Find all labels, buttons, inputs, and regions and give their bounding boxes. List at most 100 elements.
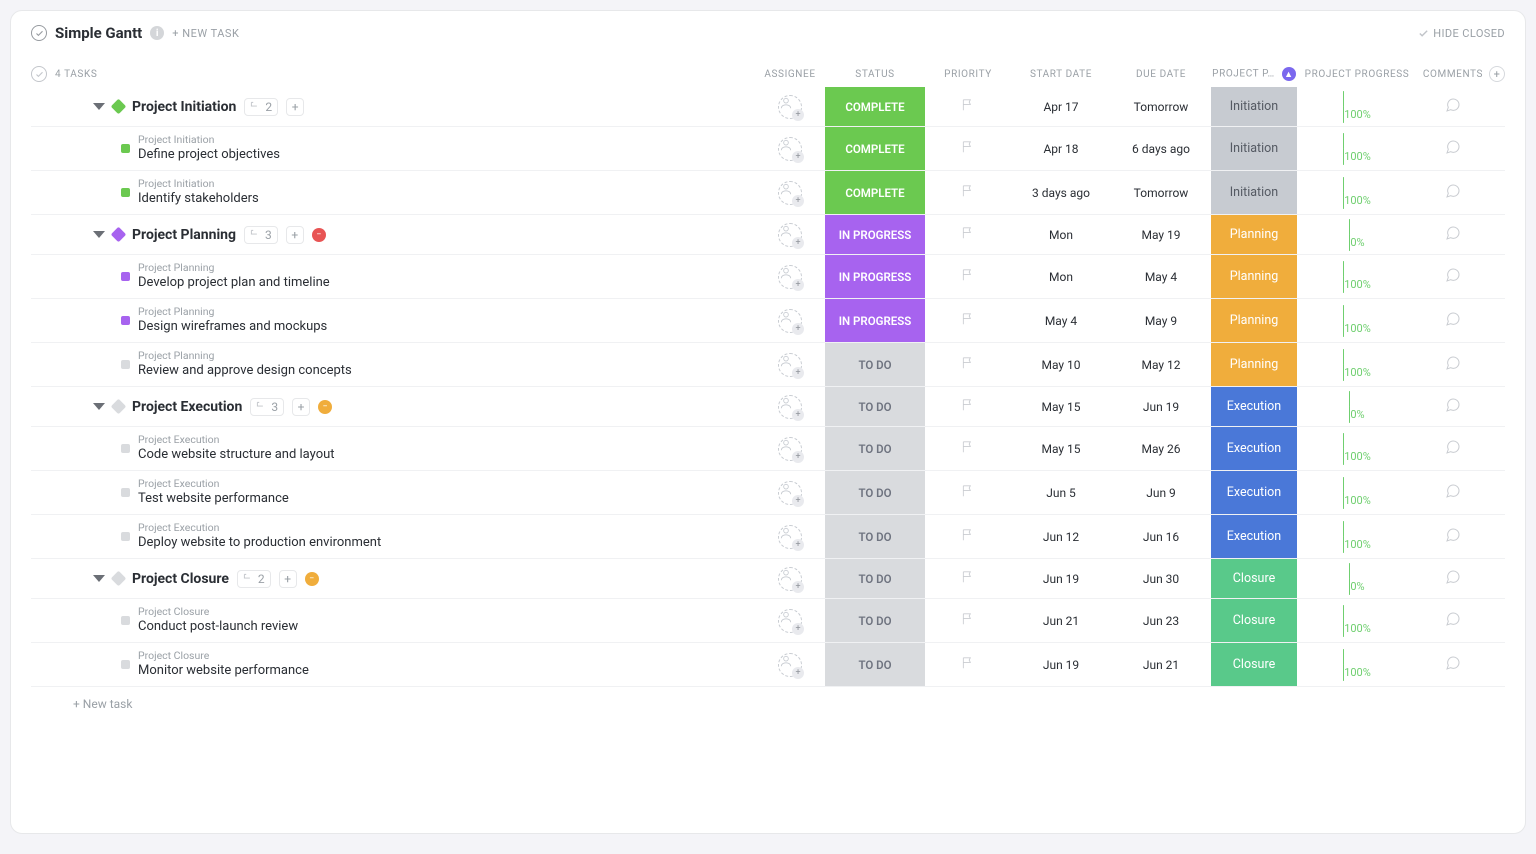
progress-bar[interactable]: 100% bbox=[1343, 92, 1371, 122]
phase-cell[interactable]: Planning bbox=[1211, 299, 1297, 342]
phase-cell[interactable]: Initiation bbox=[1211, 171, 1297, 214]
priority-flag-icon[interactable] bbox=[961, 440, 975, 458]
start-date[interactable]: Jun 19 bbox=[1011, 643, 1111, 686]
priority-flag-icon[interactable] bbox=[961, 528, 975, 546]
progress-bar[interactable]: 100% bbox=[1343, 650, 1371, 680]
status-cell[interactable]: TO DO bbox=[825, 387, 925, 426]
comments-icon[interactable] bbox=[1445, 527, 1461, 547]
comments-icon[interactable] bbox=[1445, 655, 1461, 675]
status-cell[interactable]: TO DO bbox=[825, 427, 925, 470]
priority-flag-icon[interactable] bbox=[961, 612, 975, 630]
chevron-down-icon[interactable] bbox=[93, 403, 105, 410]
status-cell[interactable]: COMPLETE bbox=[825, 171, 925, 214]
priority-flag-icon[interactable] bbox=[961, 356, 975, 374]
due-date[interactable]: May 4 bbox=[1111, 255, 1211, 298]
priority-flag-icon[interactable] bbox=[961, 312, 975, 330]
comments-icon[interactable] bbox=[1445, 439, 1461, 459]
add-subtask-button[interactable]: + bbox=[279, 570, 297, 588]
comments-icon[interactable] bbox=[1445, 611, 1461, 631]
task-row[interactable]: Project Closure Conduct post-launch revi… bbox=[31, 599, 1505, 643]
status-cell[interactable]: TO DO bbox=[825, 559, 925, 598]
col-due-date[interactable]: DUE DATE bbox=[1111, 69, 1211, 80]
group-row[interactable]: Project Planning 3 + − + IN PROGRESS Mon… bbox=[31, 215, 1505, 255]
due-date[interactable]: May 9 bbox=[1111, 299, 1211, 342]
task-row[interactable]: Project Planning Design wireframes and m… bbox=[31, 299, 1505, 343]
phase-cell[interactable]: Planning bbox=[1211, 215, 1297, 254]
phase-cell[interactable]: Closure bbox=[1211, 599, 1297, 642]
assignee-avatar[interactable]: + bbox=[778, 395, 802, 419]
due-date[interactable]: May 19 bbox=[1111, 215, 1211, 254]
subtask-count[interactable]: 2 bbox=[237, 570, 271, 588]
status-cell[interactable]: IN PROGRESS bbox=[825, 255, 925, 298]
status-cell[interactable]: TO DO bbox=[825, 471, 925, 514]
subtask-count[interactable]: 3 bbox=[244, 226, 278, 244]
start-date[interactable]: May 15 bbox=[1011, 387, 1111, 426]
assignee-avatar[interactable]: + bbox=[778, 609, 802, 633]
start-date[interactable]: Jun 19 bbox=[1011, 559, 1111, 598]
phase-column-sort-icon[interactable]: ▲ bbox=[1282, 67, 1296, 81]
due-date[interactable]: Jun 19 bbox=[1111, 387, 1211, 426]
assignee-avatar[interactable]: + bbox=[778, 525, 802, 549]
col-progress[interactable]: PROJECT PROGRESS bbox=[1297, 69, 1417, 80]
status-cell[interactable]: TO DO bbox=[825, 599, 925, 642]
new-task-button-bottom[interactable]: + New task bbox=[31, 687, 1505, 711]
phase-cell[interactable]: Execution bbox=[1211, 471, 1297, 514]
subtask-count[interactable]: 3 bbox=[250, 398, 284, 416]
due-date[interactable]: Tomorrow bbox=[1111, 171, 1211, 214]
start-date[interactable]: Apr 17 bbox=[1011, 87, 1111, 126]
progress-bar[interactable]: 100% bbox=[1343, 134, 1371, 164]
priority-flag-icon[interactable] bbox=[961, 570, 975, 588]
phase-cell[interactable]: Initiation bbox=[1211, 87, 1297, 126]
comments-icon[interactable] bbox=[1445, 139, 1461, 159]
group-row[interactable]: Project Initiation 2 + + COMPLETE Apr 17… bbox=[31, 87, 1505, 127]
assignee-avatar[interactable]: + bbox=[778, 567, 802, 591]
start-date[interactable]: May 4 bbox=[1011, 299, 1111, 342]
due-date[interactable]: May 26 bbox=[1111, 427, 1211, 470]
hide-closed-toggle[interactable]: HIDE CLOSED bbox=[1418, 27, 1505, 40]
assignee-avatar[interactable]: + bbox=[778, 95, 802, 119]
progress-bar[interactable]: 100% bbox=[1343, 306, 1371, 336]
due-date[interactable]: 6 days ago bbox=[1111, 127, 1211, 170]
group-badge-icon[interactable]: − bbox=[318, 400, 332, 414]
task-row[interactable]: Project Execution Deploy website to prod… bbox=[31, 515, 1505, 559]
phase-cell[interactable]: Execution bbox=[1211, 515, 1297, 558]
task-row[interactable]: Project Planning Review and approve desi… bbox=[31, 343, 1505, 387]
start-date[interactable]: Apr 18 bbox=[1011, 127, 1111, 170]
start-date[interactable]: May 15 bbox=[1011, 427, 1111, 470]
assignee-avatar[interactable]: + bbox=[778, 481, 802, 505]
col-comments[interactable]: COMMENTS bbox=[1417, 69, 1489, 80]
phase-cell[interactable]: Execution bbox=[1211, 427, 1297, 470]
priority-flag-icon[interactable] bbox=[961, 484, 975, 502]
comments-icon[interactable] bbox=[1445, 267, 1461, 287]
assignee-avatar[interactable]: + bbox=[778, 181, 802, 205]
due-date[interactable]: Jun 23 bbox=[1111, 599, 1211, 642]
progress-bar[interactable]: 0% bbox=[1349, 564, 1364, 594]
due-date[interactable]: Jun 21 bbox=[1111, 643, 1211, 686]
priority-flag-icon[interactable] bbox=[961, 656, 975, 674]
phase-cell[interactable]: Closure bbox=[1211, 643, 1297, 686]
start-date[interactable]: 3 days ago bbox=[1011, 171, 1111, 214]
assignee-avatar[interactable]: + bbox=[778, 353, 802, 377]
new-task-button-top[interactable]: + NEW TASK bbox=[172, 27, 239, 40]
priority-flag-icon[interactable] bbox=[961, 226, 975, 244]
status-cell[interactable]: COMPLETE bbox=[825, 127, 925, 170]
progress-bar[interactable]: 100% bbox=[1343, 178, 1371, 208]
start-date[interactable]: Jun 12 bbox=[1011, 515, 1111, 558]
chevron-down-icon[interactable] bbox=[93, 103, 105, 110]
status-cell[interactable]: TO DO bbox=[825, 515, 925, 558]
status-cell[interactable]: TO DO bbox=[825, 343, 925, 386]
start-date[interactable]: Mon bbox=[1011, 255, 1111, 298]
col-priority[interactable]: PRIORITY bbox=[925, 69, 1011, 80]
comments-icon[interactable] bbox=[1445, 483, 1461, 503]
group-badge-icon[interactable]: − bbox=[305, 572, 319, 586]
group-row[interactable]: Project Execution 3 + − + TO DO May 15 J… bbox=[31, 387, 1505, 427]
col-assignee[interactable]: ASSIGNEE bbox=[755, 69, 825, 80]
task-row[interactable]: Project Planning Develop project plan an… bbox=[31, 255, 1505, 299]
status-cell[interactable]: TO DO bbox=[825, 643, 925, 686]
assignee-avatar[interactable]: + bbox=[778, 437, 802, 461]
priority-flag-icon[interactable] bbox=[961, 184, 975, 202]
assignee-avatar[interactable]: + bbox=[778, 223, 802, 247]
phase-cell[interactable]: Closure bbox=[1211, 559, 1297, 598]
priority-flag-icon[interactable] bbox=[961, 140, 975, 158]
col-phase[interactable]: PROJECT P… ▲ bbox=[1211, 67, 1297, 81]
